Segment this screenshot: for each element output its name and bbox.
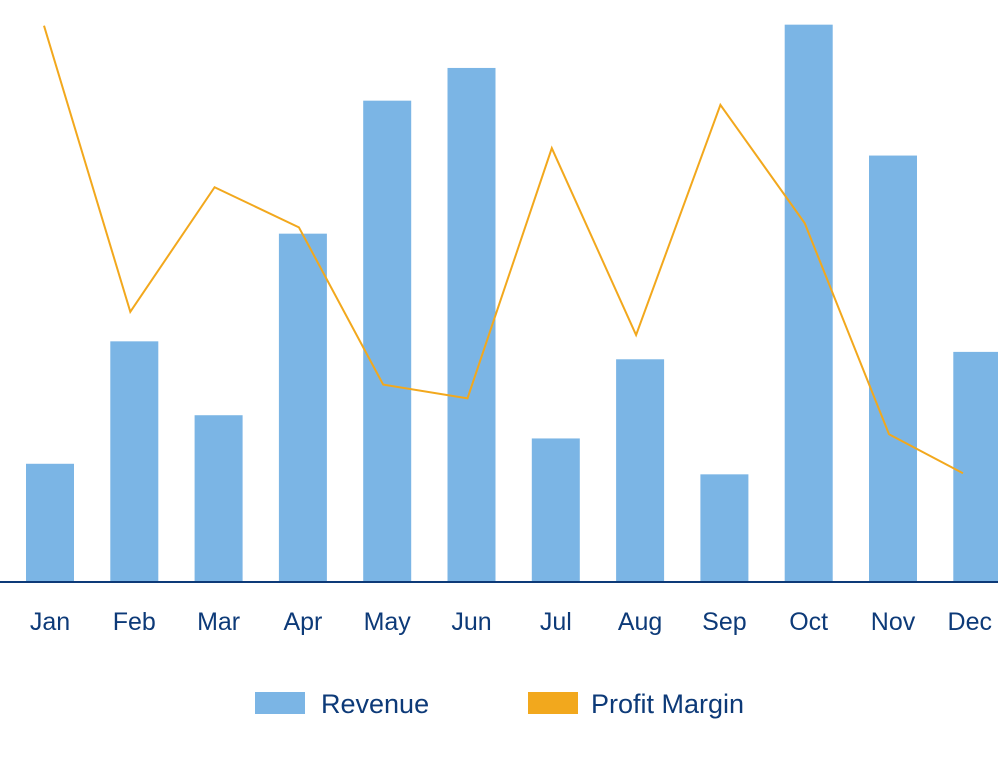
x-tick-nov: Nov: [871, 608, 916, 636]
bar-revenue-apr[interactable]: [278, 233, 327, 582]
bar-revenue-sep[interactable]: [700, 474, 749, 582]
point-profit-margin-jul[interactable]: [549, 145, 555, 151]
legend-item-profit-margin[interactable]: Profit Margin: [528, 689, 744, 719]
x-tick-feb: Feb: [113, 608, 156, 636]
legend: Revenue Profit Margin: [255, 689, 744, 719]
point-profit-margin-aug[interactable]: [633, 332, 639, 338]
x-tick-apr: Apr: [283, 608, 322, 636]
point-profit-margin-sep[interactable]: [717, 102, 723, 108]
x-axis-tick-labels: Jan Feb Mar Apr May Jun Jul Aug Sep Oct Nov Dec: [30, 608, 992, 636]
bar-revenue-may[interactable]: [363, 100, 412, 583]
point-profit-margin-feb[interactable]: [127, 309, 133, 315]
point-profit-margin-nov[interactable]: [886, 431, 892, 437]
point-profit-margin-apr[interactable]: [296, 224, 302, 230]
bar-revenue-feb[interactable]: [110, 341, 159, 582]
x-tick-aug: Aug: [618, 608, 662, 636]
point-profit-margin-oct[interactable]: [802, 220, 808, 226]
bar-revenue-nov[interactable]: [869, 155, 917, 583]
point-profit-margin-may[interactable]: [380, 382, 386, 388]
x-tick-mar: Mar: [197, 608, 240, 636]
legend-item-revenue[interactable]: Revenue: [255, 689, 429, 719]
x-tick-jul: Jul: [540, 608, 572, 636]
profit-margin-line: [43, 25, 964, 475]
point-profit-margin-dec[interactable]: [960, 470, 966, 476]
bar-revenue-aug[interactable]: [616, 359, 665, 582]
x-tick-may: May: [364, 608, 412, 636]
point-profit-margin-mar[interactable]: [212, 184, 218, 190]
legend-label-revenue: Revenue: [321, 689, 429, 719]
bar-revenue-jan[interactable]: [26, 463, 74, 582]
legend-label-profit-margin: Profit Margin: [591, 689, 744, 719]
bar-revenue-dec[interactable]: [953, 351, 998, 582]
point-profit-margin-jun[interactable]: [465, 395, 471, 401]
bar-revenue-jul[interactable]: [531, 438, 580, 582]
bar-revenue-oct[interactable]: [784, 24, 833, 582]
legend-swatch-profit-margin: [528, 692, 578, 714]
x-tick-jan: Jan: [30, 608, 70, 636]
revenue-bars: [26, 24, 998, 583]
bar-revenue-jun[interactable]: [447, 67, 496, 582]
x-tick-oct: Oct: [789, 608, 828, 636]
x-tick-jun: Jun: [451, 608, 491, 636]
bar-revenue-mar[interactable]: [194, 415, 243, 582]
legend-swatch-revenue: [255, 692, 305, 714]
x-tick-dec: Dec: [948, 608, 992, 636]
x-tick-sep: Sep: [702, 608, 746, 636]
point-profit-margin-jan[interactable]: [41, 23, 47, 29]
